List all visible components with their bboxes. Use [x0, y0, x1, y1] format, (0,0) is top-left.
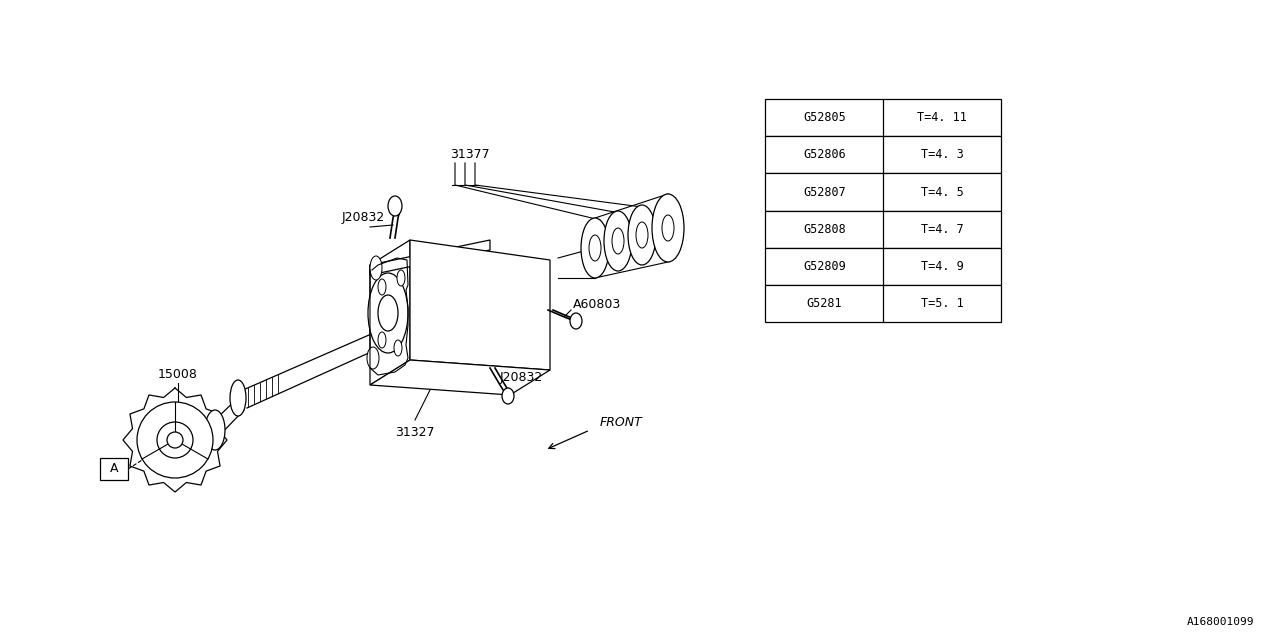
Ellipse shape: [205, 410, 225, 450]
Text: A: A: [110, 463, 118, 476]
Bar: [765, 136, 1001, 173]
Text: 15008: 15008: [157, 369, 198, 381]
Ellipse shape: [230, 380, 246, 416]
Text: G52805: G52805: [803, 111, 846, 124]
FancyBboxPatch shape: [100, 458, 128, 480]
Polygon shape: [370, 360, 550, 395]
Ellipse shape: [378, 332, 387, 348]
Ellipse shape: [589, 235, 602, 261]
Ellipse shape: [604, 211, 632, 271]
Polygon shape: [410, 240, 550, 370]
Text: J20832: J20832: [342, 211, 385, 225]
Text: T=4. 11: T=4. 11: [918, 111, 966, 124]
Ellipse shape: [137, 402, 212, 478]
Ellipse shape: [652, 194, 684, 262]
Bar: [765, 248, 1001, 285]
Ellipse shape: [378, 295, 398, 331]
Ellipse shape: [388, 196, 402, 216]
Text: T=4. 5: T=4. 5: [920, 186, 964, 198]
Polygon shape: [370, 240, 410, 385]
Ellipse shape: [581, 218, 609, 278]
Ellipse shape: [369, 273, 408, 353]
Text: G52809: G52809: [803, 260, 846, 273]
Text: A168001099: A168001099: [1187, 617, 1254, 627]
Text: 31377: 31377: [451, 148, 490, 161]
Ellipse shape: [570, 313, 582, 329]
Text: G5281: G5281: [806, 297, 842, 310]
Ellipse shape: [378, 279, 387, 295]
Text: FRONT: FRONT: [600, 415, 643, 429]
Text: T=4. 7: T=4. 7: [920, 223, 964, 236]
Ellipse shape: [394, 340, 402, 356]
Ellipse shape: [367, 347, 379, 369]
Text: A60803: A60803: [573, 298, 621, 312]
Ellipse shape: [662, 215, 675, 241]
Text: G52807: G52807: [803, 186, 846, 198]
Ellipse shape: [157, 422, 193, 458]
Bar: [765, 99, 1001, 136]
Bar: [765, 211, 1001, 248]
Text: J20832: J20832: [500, 371, 543, 385]
Polygon shape: [370, 240, 490, 275]
Ellipse shape: [628, 205, 655, 265]
Text: T=4. 9: T=4. 9: [920, 260, 964, 273]
Text: T=4. 3: T=4. 3: [920, 148, 964, 161]
Bar: [765, 285, 1001, 322]
Ellipse shape: [166, 432, 183, 448]
Ellipse shape: [612, 228, 625, 254]
Ellipse shape: [397, 270, 404, 286]
Bar: [765, 173, 1001, 211]
Ellipse shape: [502, 388, 515, 404]
Text: 31327: 31327: [396, 426, 435, 438]
Text: G52808: G52808: [803, 223, 846, 236]
Text: G52806: G52806: [803, 148, 846, 161]
Text: T=5. 1: T=5. 1: [920, 297, 964, 310]
Ellipse shape: [370, 256, 381, 280]
Ellipse shape: [636, 222, 648, 248]
